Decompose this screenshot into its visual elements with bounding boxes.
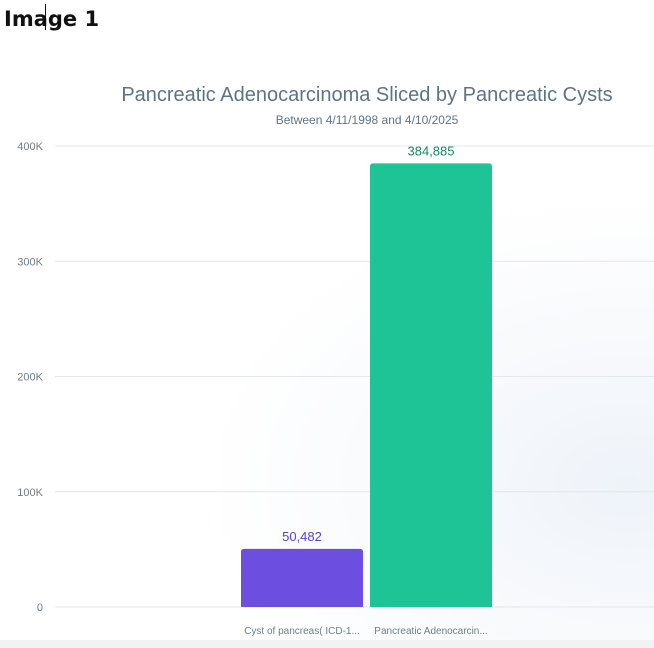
chart-title: Pancreatic Adenocarcinoma Sliced by Panc… [121, 84, 613, 106]
y-tick-label: 300K [17, 256, 43, 268]
y-tick-label: 400K [17, 141, 43, 153]
bar [370, 163, 492, 607]
data-label: 50,482 [282, 529, 322, 544]
bar [241, 548, 363, 607]
text-cursor [45, 4, 46, 30]
data-label: 384,885 [408, 143, 455, 158]
y-tick-label: 0 [37, 602, 43, 614]
x-tick-label: Pancreatic Adenocarcin... [374, 626, 487, 637]
y-tick-label: 100K [17, 487, 43, 499]
y-tick-label: 200K [17, 372, 43, 384]
page-label: Image 1 [4, 7, 100, 31]
x-tick-label: Cyst of pancreas( ICD-1... [244, 626, 360, 637]
chart-subtitle: Between 4/11/1998 and 4/10/2025 [275, 113, 459, 127]
chart-footer-band [0, 640, 654, 648]
